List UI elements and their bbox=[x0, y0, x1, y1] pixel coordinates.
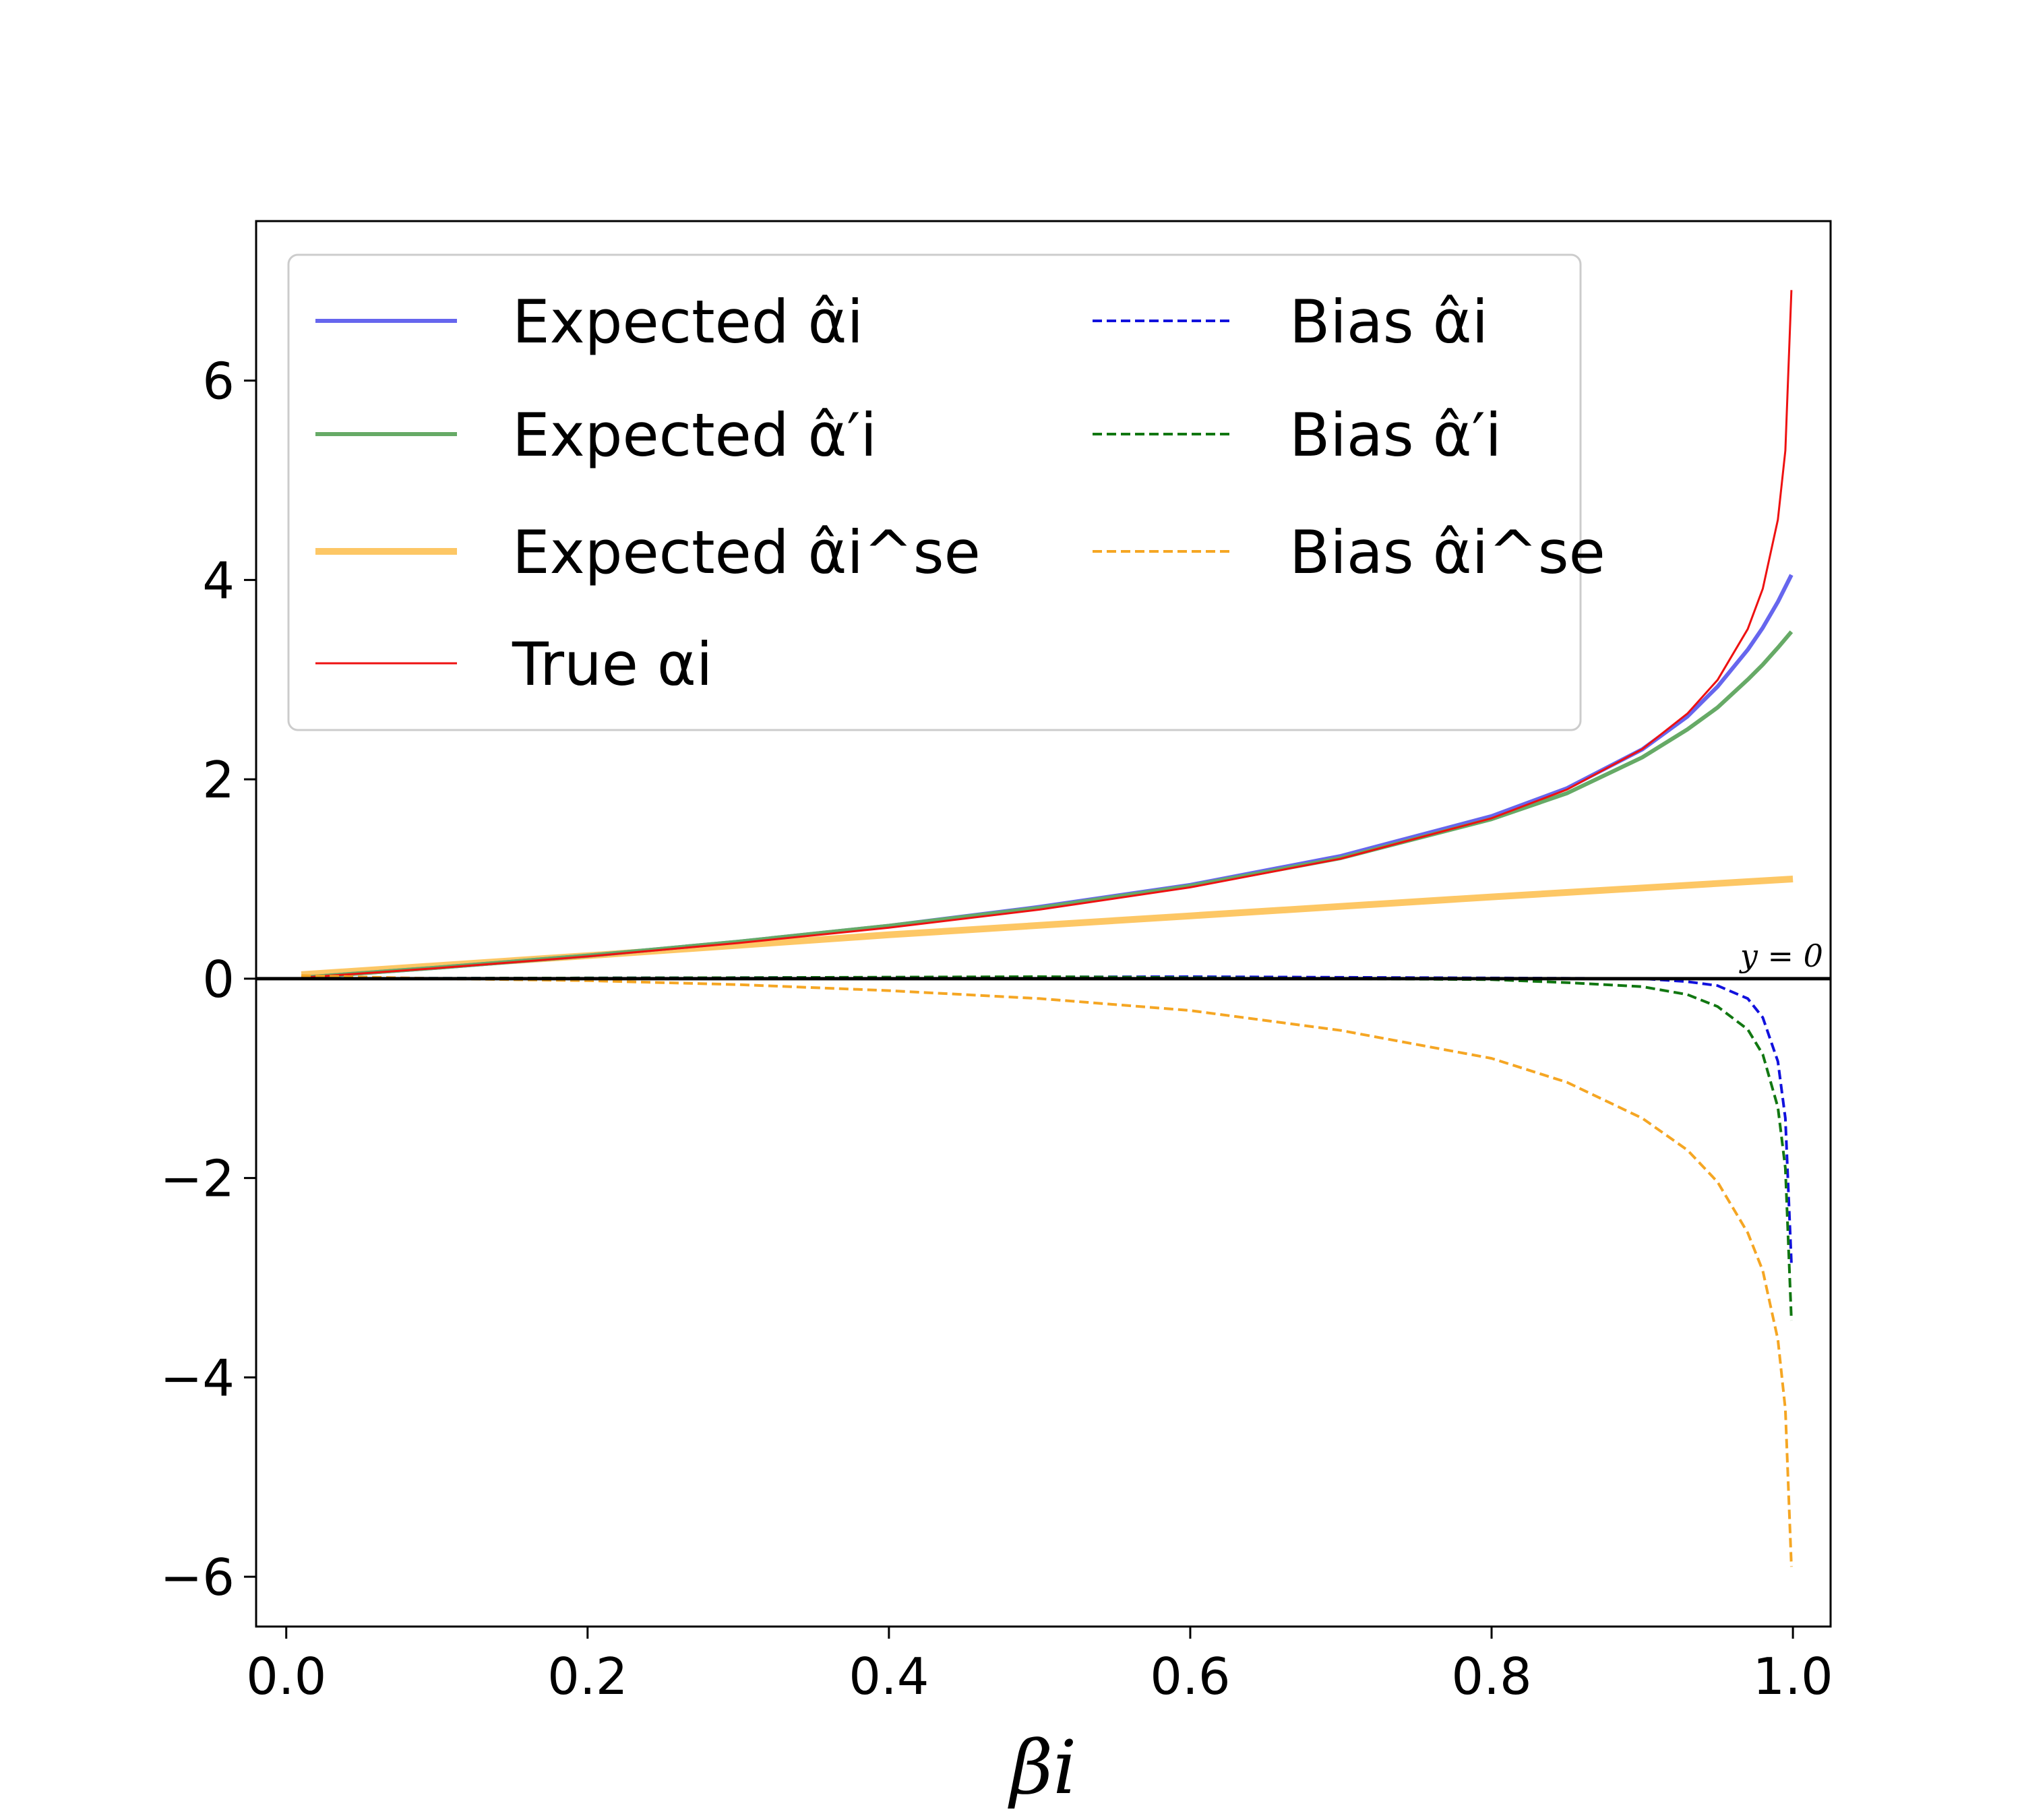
y-tick-label: −4 bbox=[160, 1348, 235, 1407]
legend-label: Expected α̂i bbox=[512, 287, 863, 357]
x-tick-label: 0.6 bbox=[1150, 1647, 1230, 1706]
legend: Expected α̂i Expected α̂′i Expected α̂i^se… bbox=[287, 253, 1605, 731]
series-line-3 bbox=[301, 290, 1793, 979]
series-line-6 bbox=[301, 974, 1793, 1567]
x-axis-ticks: 0.0 0.2 0.4 0.6 0.8 1.0 bbox=[246, 1627, 1833, 1706]
plot-frame bbox=[255, 220, 1832, 1628]
legend-label: Expected α̂i^se bbox=[512, 518, 981, 587]
y-zero-label: y = 0 bbox=[1739, 938, 1823, 974]
x-tick-label: 0.0 bbox=[246, 1647, 326, 1706]
x-axis-label: βi bbox=[1008, 1724, 1077, 1811]
x-tick-label: 0.8 bbox=[1451, 1647, 1531, 1706]
y-tick-label: 0 bbox=[202, 950, 235, 1009]
legend-label: Expected α̂′i bbox=[512, 400, 877, 470]
legend-label: True αi bbox=[512, 630, 712, 699]
y-tick-label: −2 bbox=[160, 1149, 235, 1209]
x-tick-label: 0.2 bbox=[547, 1647, 627, 1706]
series-line-5 bbox=[301, 975, 1793, 1321]
x-tick-label: 0.4 bbox=[849, 1647, 929, 1706]
y-axis-ticks: −6 −4 −2 0 2 4 6 bbox=[160, 352, 256, 1607]
y-tick-label: 2 bbox=[202, 750, 235, 810]
y-tick-label: 4 bbox=[202, 551, 235, 610]
legend-label: Bias α̂i bbox=[1289, 287, 1488, 357]
legend-label: Bias α̂′i bbox=[1289, 400, 1502, 470]
y-tick-label: 6 bbox=[202, 352, 235, 411]
x-tick-label: 1.0 bbox=[1752, 1647, 1833, 1706]
legend-label: Bias α̂i^se bbox=[1289, 518, 1605, 587]
y-tick-label: −6 bbox=[160, 1548, 235, 1607]
legend-frame bbox=[287, 253, 1582, 731]
